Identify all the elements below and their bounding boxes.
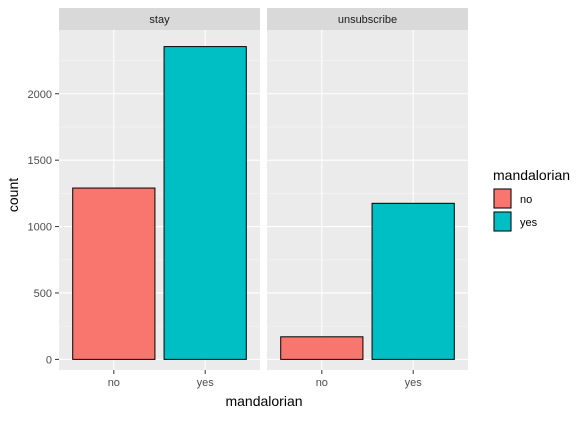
x-tick-label: yes [197, 377, 215, 389]
facet-panel-unsubscribe: unsubscribe [267, 8, 468, 370]
bar-stay-yes [163, 46, 247, 360]
y-tick-label: 1000 [28, 222, 52, 234]
facet-panels: stay unsubscribe [59, 8, 468, 370]
x-tick-label: yes [405, 377, 423, 389]
legend-label-yes: yes [520, 217, 538, 229]
y-tick-label: 1500 [28, 155, 52, 167]
facet-panel-stay: stay [59, 8, 260, 370]
legend-label-no: no [520, 194, 532, 206]
facet-strip-label: stay [149, 14, 170, 26]
x-axis: no yes no yes [108, 370, 423, 389]
y-axis: 0 500 1000 1500 2000 [28, 89, 59, 366]
legend-title: mandalorian [493, 167, 570, 183]
y-axis-title: count [5, 178, 21, 212]
legend: mandalorian no yes [493, 167, 570, 232]
x-axis-title: mandalorian [225, 393, 302, 409]
facet-strip [267, 8, 468, 30]
bar-unsubscribe-no [280, 336, 364, 360]
bar-stay-no [72, 187, 156, 360]
legend-key-no [493, 188, 512, 209]
facet-strip [59, 8, 260, 30]
x-tick-label: no [316, 377, 328, 389]
facet-strip-label: unsubscribe [338, 14, 397, 26]
x-tick-label: no [108, 377, 120, 389]
legend-key-yes [493, 211, 512, 232]
y-tick-label: 500 [34, 288, 52, 300]
bar-unsubscribe-yes [371, 202, 455, 360]
y-tick-label: 2000 [28, 89, 52, 101]
y-tick-label: 0 [46, 354, 52, 366]
